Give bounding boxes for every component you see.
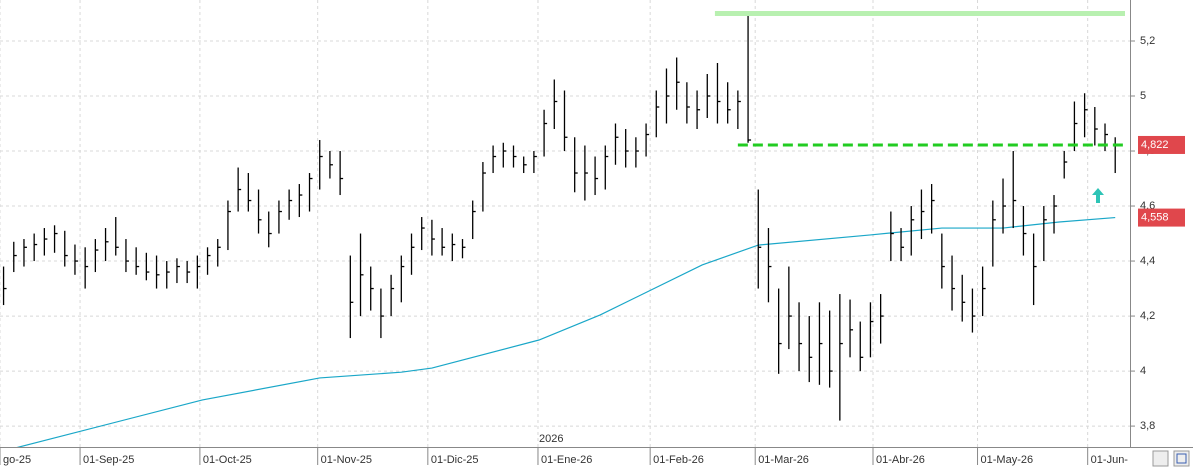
plot-area — [0, 0, 1130, 447]
x-tick-label: 01-Sep-25 — [83, 454, 134, 466]
x-tick-label: 01-May-26 — [981, 454, 1034, 466]
y-tick-label: 4,2 — [1140, 310, 1155, 322]
year-label: 2026 — [539, 433, 563, 445]
y-tick-label: 3,8 — [1140, 420, 1155, 432]
save-button[interactable] — [1173, 450, 1190, 467]
y-tick-label: 4 — [1140, 365, 1146, 377]
x-tick-label: 01-Ene-26 — [541, 454, 592, 466]
x-tick-label: 01-Abr-26 — [876, 454, 925, 466]
y-tick-label: 4,4 — [1140, 255, 1155, 267]
x-tick-label: 01-Jun- — [1091, 454, 1129, 466]
x-tick-label: 01-Mar-26 — [758, 454, 809, 466]
x-tick-label: 01-Nov-25 — [321, 454, 372, 466]
x-tick-label: 01-Dic-25 — [431, 454, 479, 466]
arrow-icon — [1092, 188, 1104, 203]
x-tick-label: go-25 — [3, 454, 31, 466]
price-label: 4,558 — [1141, 211, 1169, 223]
price-label-box — [1138, 135, 1185, 154]
scroll-button[interactable] — [1152, 450, 1169, 467]
price-label: 4,822 — [1141, 139, 1169, 151]
y-tick-label: 5 — [1140, 90, 1146, 102]
x-tick-label: 01-Feb-26 — [653, 454, 704, 466]
price-label-box — [1138, 208, 1185, 227]
y-tick-label: 5,2 — [1140, 35, 1155, 47]
save-icon — [1176, 453, 1187, 464]
x-tick-label: 01-Oct-25 — [203, 454, 252, 466]
